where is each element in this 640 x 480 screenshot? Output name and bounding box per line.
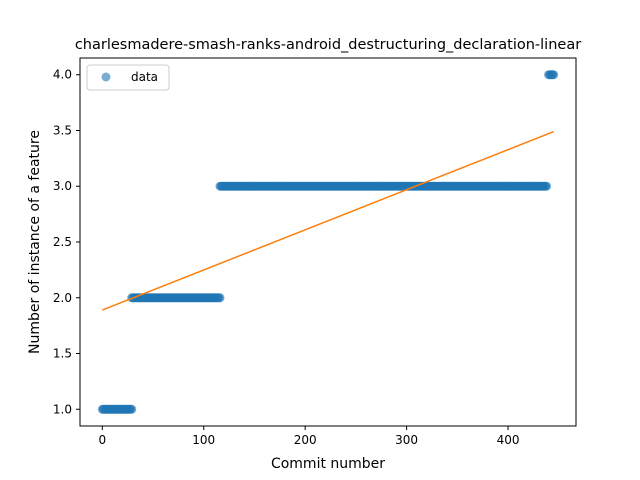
y-axis-label: Number of instance of a feature xyxy=(27,130,43,354)
x-tick-label: 200 xyxy=(294,433,317,447)
data-point xyxy=(542,181,552,191)
y-tick-label: 2.0 xyxy=(53,291,72,305)
legend: data xyxy=(86,64,170,91)
x-tick-label: 100 xyxy=(192,433,215,447)
x-tick-label: 300 xyxy=(395,433,418,447)
data-point xyxy=(215,293,225,303)
x-axis-label: Commit number xyxy=(271,456,385,472)
y-tick-label: 3.5 xyxy=(53,123,72,137)
data-point xyxy=(127,404,137,414)
y-tick-label: 1.5 xyxy=(53,347,72,361)
y-tick-label: 1.0 xyxy=(53,402,72,416)
chart-title: charlesmadere-smash-ranks-android_destru… xyxy=(75,37,581,53)
axes-frame xyxy=(79,57,577,427)
fit-line xyxy=(102,130,554,311)
plot-area xyxy=(97,70,559,414)
y-tick-label: 2.5 xyxy=(53,235,72,249)
legend-box xyxy=(86,64,170,91)
y-axis: 1.0 1.5 2.0 2.5 3.0 3.5 4.0 xyxy=(53,68,80,416)
y-tick-label: 3.0 xyxy=(53,179,72,193)
x-axis: 0 100 200 300 400 xyxy=(98,426,519,447)
legend-marker xyxy=(101,72,111,82)
legend-label-data: data xyxy=(131,70,158,84)
y-tick-label: 4.0 xyxy=(53,68,72,82)
x-tick-label: 0 xyxy=(98,433,106,447)
x-tick-label: 400 xyxy=(497,433,520,447)
data-point xyxy=(549,70,559,80)
